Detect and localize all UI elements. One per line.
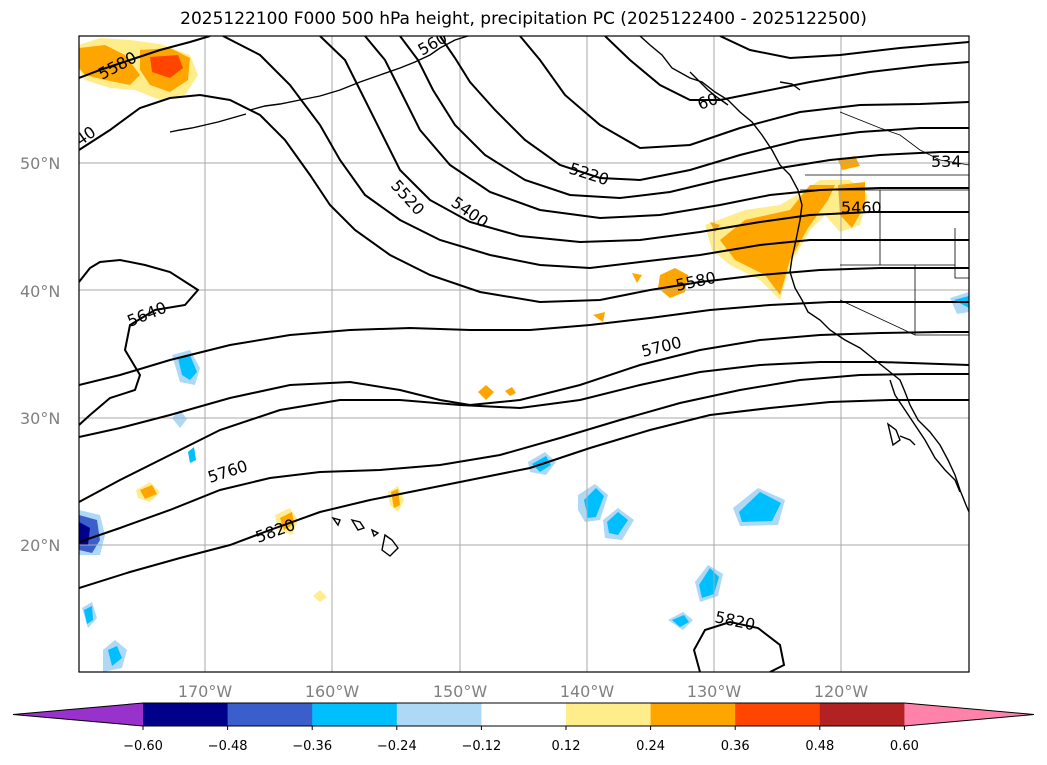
- colorbar-tick-label: 0.48: [805, 739, 834, 754]
- colorbar-extend-low: [13, 703, 143, 726]
- contour-label-534: 534: [931, 152, 962, 171]
- colorbar-bin: [566, 703, 652, 726]
- contour-label-640: 640: [63, 122, 99, 155]
- lat-label-20n: 20°N: [20, 536, 60, 555]
- colorbar-tick-label: −0.24: [377, 739, 417, 754]
- colorbar-extend-high: [904, 703, 1034, 726]
- lon-label-140w: 140°W: [560, 682, 615, 701]
- lon-label-160w: 160°W: [305, 682, 360, 701]
- colorbar-bin: [396, 703, 482, 726]
- coastlines: [169, 36, 969, 557]
- lat-label-40n: 40°N: [20, 282, 60, 301]
- colorbar-tick-label: −0.36: [292, 739, 332, 754]
- colorbar-tick-label: 0.24: [636, 739, 665, 754]
- contour-labels: 5580 640 5520 5400 5220 534 5460 5580 56…: [63, 28, 962, 634]
- map-title: 2025122100 F000 500 hPa height, precipit…: [180, 9, 867, 29]
- contour-label-5820-s: 5820: [713, 607, 757, 634]
- colorbar-bin: [481, 703, 567, 726]
- contour-label-5760: 5760: [205, 456, 250, 487]
- colorbar-bin: [819, 703, 905, 726]
- lon-label-150w: 150°W: [433, 682, 488, 701]
- lon-label-120w: 120°W: [814, 682, 869, 701]
- lat-label-30n: 30°N: [20, 409, 60, 428]
- colorbar-tick-label: 0.36: [721, 739, 750, 754]
- contour-label-560: 560: [415, 28, 451, 60]
- colorbar-tick-label: 0.12: [552, 739, 581, 754]
- colorbar-tick-label: 0.60: [890, 739, 919, 754]
- borders: [800, 111, 969, 540]
- contour-label-5520: 5520: [387, 176, 428, 219]
- contour-label-5460: 5460: [841, 198, 882, 217]
- height-contours: [79, 36, 969, 672]
- colorbar-bin: [735, 703, 821, 726]
- graticule: [79, 36, 969, 672]
- map-frame: [78, 35, 970, 673]
- contour-label-5820: 5820: [253, 515, 298, 547]
- colorbar-bin: [227, 703, 313, 726]
- colorbar: −0.60 −0.48 −0.36 −0.24 −0.12 0.12 0.24 0.36 0.4…: [12, 702, 1035, 754]
- lon-label-130w: 130°W: [687, 682, 742, 701]
- contour-label-5640: 5640: [124, 298, 169, 331]
- lat-label-50n: 50°N: [20, 154, 60, 173]
- colorbar-tick-label: −0.60: [123, 739, 163, 754]
- colorbar-bin: [312, 703, 398, 726]
- map-area: 5580 640 5520 5400 5220 534 5460 5580 56…: [63, 28, 969, 672]
- latitude-labels: 50°N 40°N 30°N 20°N: [20, 154, 60, 555]
- colorbar-bin: [650, 703, 736, 726]
- colorbar-tick-label: −0.12: [461, 739, 501, 754]
- lon-label-170w: 170°W: [178, 682, 233, 701]
- colorbar-tick-label: −0.48: [208, 739, 248, 754]
- longitude-labels: 170°W 160°W 150°W 140°W 130°W 120°W: [178, 682, 869, 701]
- colorbar-bin: [143, 703, 229, 726]
